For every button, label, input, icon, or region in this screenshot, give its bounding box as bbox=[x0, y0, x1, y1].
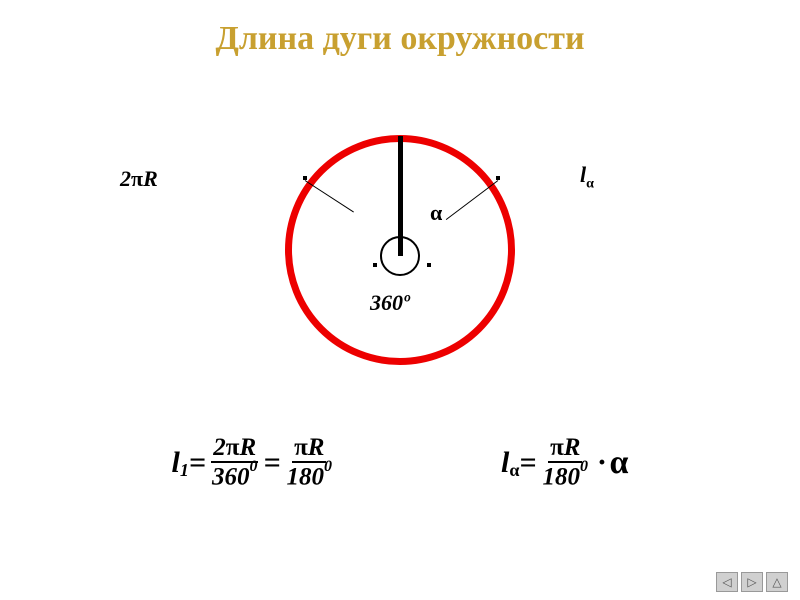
two-pi-r: 2πR bbox=[120, 166, 158, 191]
f2-frac-den: 1800 bbox=[541, 463, 591, 491]
dot-mult: · bbox=[598, 446, 606, 480]
diagram-dot bbox=[398, 246, 402, 250]
diagram-dot bbox=[373, 263, 377, 267]
page-title: Длина дуги окружности bbox=[0, 0, 800, 58]
nav-buttons: ◁ ▷ △ bbox=[716, 572, 788, 592]
f2-lhs-var: l bbox=[501, 446, 509, 480]
diagram-dot bbox=[303, 176, 307, 180]
f1-frac2: πR 1800 bbox=[285, 435, 335, 491]
radius-line bbox=[398, 136, 403, 256]
equals-1: = bbox=[189, 446, 206, 480]
nav-up-button[interactable]: △ bbox=[766, 572, 788, 592]
full-angle-label: 360º bbox=[370, 290, 410, 316]
formula-lalpha: lα = πR 1800 · α bbox=[501, 435, 628, 491]
f2-frac-num: πR bbox=[548, 435, 582, 463]
diagram-dot bbox=[496, 176, 500, 180]
left-label: 2πR bbox=[120, 166, 158, 192]
diagram-dot bbox=[427, 263, 431, 267]
f2-alpha: α bbox=[610, 444, 629, 482]
formula-l1: l1 = 2πR 3600 = πR 1800 bbox=[171, 435, 338, 491]
f1-frac2-num: πR bbox=[292, 435, 326, 463]
l-alpha: lα bbox=[580, 162, 594, 187]
f2-frac: πR 1800 bbox=[541, 435, 591, 491]
f1-lhs-sub: 1 bbox=[180, 460, 189, 481]
formulas-row: l1 = 2πR 3600 = πR 1800 lα = πR 1800 · α bbox=[0, 435, 800, 491]
f1-frac2-den: 1800 bbox=[285, 463, 335, 491]
diagram: 2πR lα α 360º bbox=[230, 110, 570, 390]
f1-lhs-var: l bbox=[171, 446, 179, 480]
alpha-label: α bbox=[430, 200, 442, 226]
equals-2: = bbox=[263, 446, 280, 480]
f1-frac1: 2πR 3600 bbox=[210, 435, 260, 491]
right-label: lα bbox=[580, 162, 594, 192]
equals-3: = bbox=[519, 446, 536, 480]
nav-next-button[interactable]: ▷ bbox=[741, 572, 763, 592]
f2-lhs-sub: α bbox=[509, 460, 519, 481]
nav-prev-button[interactable]: ◁ bbox=[716, 572, 738, 592]
f1-frac1-den: 3600 bbox=[210, 463, 260, 491]
